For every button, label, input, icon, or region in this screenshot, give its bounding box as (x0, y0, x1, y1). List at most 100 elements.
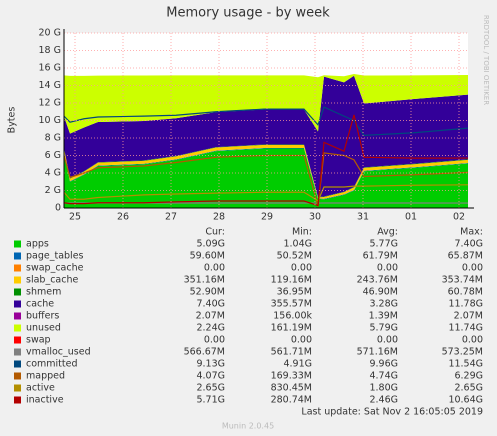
legend-label: committed (26, 359, 78, 370)
legend-stat: 119.16M (271, 275, 312, 286)
legend-stat: 2.65G (454, 383, 483, 394)
legend-label: inactive (26, 395, 64, 406)
y-tick-label: 14 G (39, 80, 61, 91)
legend-stat: 571.16M (357, 347, 398, 358)
area (64, 144, 468, 198)
x-tick-label: 30 (309, 212, 321, 223)
legend-swatch (14, 324, 21, 332)
legend-stat: 161.19M (271, 323, 312, 334)
legend-header: Avg: (377, 227, 398, 238)
legend-label: buffers (26, 311, 59, 322)
legend-stat: 0.00 (377, 263, 398, 274)
legend-stat: 0.00 (291, 335, 312, 346)
legend-stat: 11.74G (448, 323, 483, 334)
legend-stat: 0.00 (377, 335, 398, 346)
legend-swatch (14, 360, 21, 368)
legend-stat: 11.78G (448, 299, 483, 310)
legend-stat: 65.87M (448, 251, 483, 262)
legend-stat: 46.90M (363, 287, 398, 298)
legend-stat: 59.60M (190, 251, 225, 262)
y-tick-label: 0 (55, 203, 61, 214)
legend-stat: 4.74G (369, 371, 398, 382)
line (63, 184, 469, 202)
legend-stat: 5.09G (196, 239, 225, 250)
legend-stat: 7.40G (196, 299, 225, 310)
x-tick-label: 29 (261, 212, 273, 223)
y-tick-label: 2 G (45, 185, 61, 196)
legend-stat: 830.45M (271, 383, 312, 394)
legend-stat: 60.78M (448, 287, 483, 298)
legend-stat: 0.00 (462, 335, 483, 346)
legend-stat: 0.00 (462, 263, 483, 274)
y-tick-label: 18 G (39, 45, 61, 56)
legend-stat: 566.67M (184, 347, 225, 358)
x-tick-label: 02 (453, 212, 465, 223)
x-tick-label: 27 (165, 212, 177, 223)
legend-header: Min: (292, 227, 312, 238)
legend-stat: 9.13G (196, 359, 225, 370)
legend-swatch (14, 276, 21, 284)
y-tick-label: 16 G (39, 63, 61, 74)
x-tick-label: 25 (69, 212, 81, 223)
legend-stat: 0.00 (204, 335, 225, 346)
legend-stat: 573.25M (442, 347, 483, 358)
legend-swatch (14, 264, 21, 272)
legend-swatch (14, 372, 21, 380)
last-update: Last update: Sat Nov 2 16:05:05 2019 (301, 407, 483, 418)
y-tick-label: 4 G (45, 168, 61, 179)
line (63, 106, 469, 136)
legend-stat: 156.00k (273, 311, 312, 322)
legend-stat: 355.57M (271, 299, 312, 310)
legend-header: Max: (460, 227, 483, 238)
legend-swatch (14, 288, 21, 296)
legend-stat: 351.16M (184, 275, 225, 286)
legend-stat: 2.07M (454, 311, 483, 322)
legend-swatch (14, 312, 21, 320)
legend-label: vmalloc_used (26, 347, 91, 358)
legend-label: unused (26, 323, 61, 334)
y-axis-label: Bytes (7, 107, 18, 134)
legend-label: cache (26, 299, 54, 310)
legend-stat: 2.07M (196, 311, 225, 322)
x-tick-label: 31 (357, 212, 369, 223)
legend-stat: 2.65G (196, 383, 225, 394)
legend-stat: 5.77G (369, 239, 398, 250)
legend-stat: 0.00 (291, 263, 312, 274)
y-tick-label: 8 G (45, 133, 61, 144)
legend-label: swap_cache (26, 263, 84, 274)
legend-stat: 280.74M (271, 395, 312, 406)
legend-swatch (14, 384, 21, 392)
legend-label: apps (26, 239, 49, 250)
legend-swatch (14, 348, 21, 356)
legend-stat: 52.90M (190, 287, 225, 298)
legend-header: Cur: (205, 227, 225, 238)
legend-label: page_tables (26, 251, 84, 262)
legend-label: shmem (26, 287, 61, 298)
legend-label: active (26, 383, 55, 394)
legend-stat: 4.07G (196, 371, 225, 382)
legend-stat: 0.00 (204, 263, 225, 274)
y-tick-label: 12 G (39, 98, 61, 109)
legend-stat: 36.95M (277, 287, 312, 298)
legend-stat: 3.28G (369, 299, 398, 310)
legend-stat: 5.79G (369, 323, 398, 334)
legend-stat: 2.24G (196, 323, 225, 334)
legend-stat: 6.29G (454, 371, 483, 382)
legend-stat: 561.71M (271, 347, 312, 358)
legend-swatch (14, 252, 21, 260)
legend-stat: 243.76M (357, 275, 398, 286)
footer: Munin 2.0.45 (222, 422, 274, 431)
legend-stat: 169.33M (271, 371, 312, 382)
legend-stat: 10.64G (448, 395, 483, 406)
legend-stat: 50.52M (277, 251, 312, 262)
x-tick-label: 01 (405, 212, 417, 223)
legend-label: mapped (26, 371, 65, 382)
x-tick-label: 26 (117, 212, 129, 223)
area (64, 74, 468, 134)
x-tick-label: 28 (213, 212, 225, 223)
y-tick-label: 20 G (39, 28, 61, 39)
chart-title: Memory usage - by week (166, 6, 330, 21)
legend-stat: 1.04G (283, 239, 312, 250)
legend-stat: 1.39M (369, 311, 398, 322)
